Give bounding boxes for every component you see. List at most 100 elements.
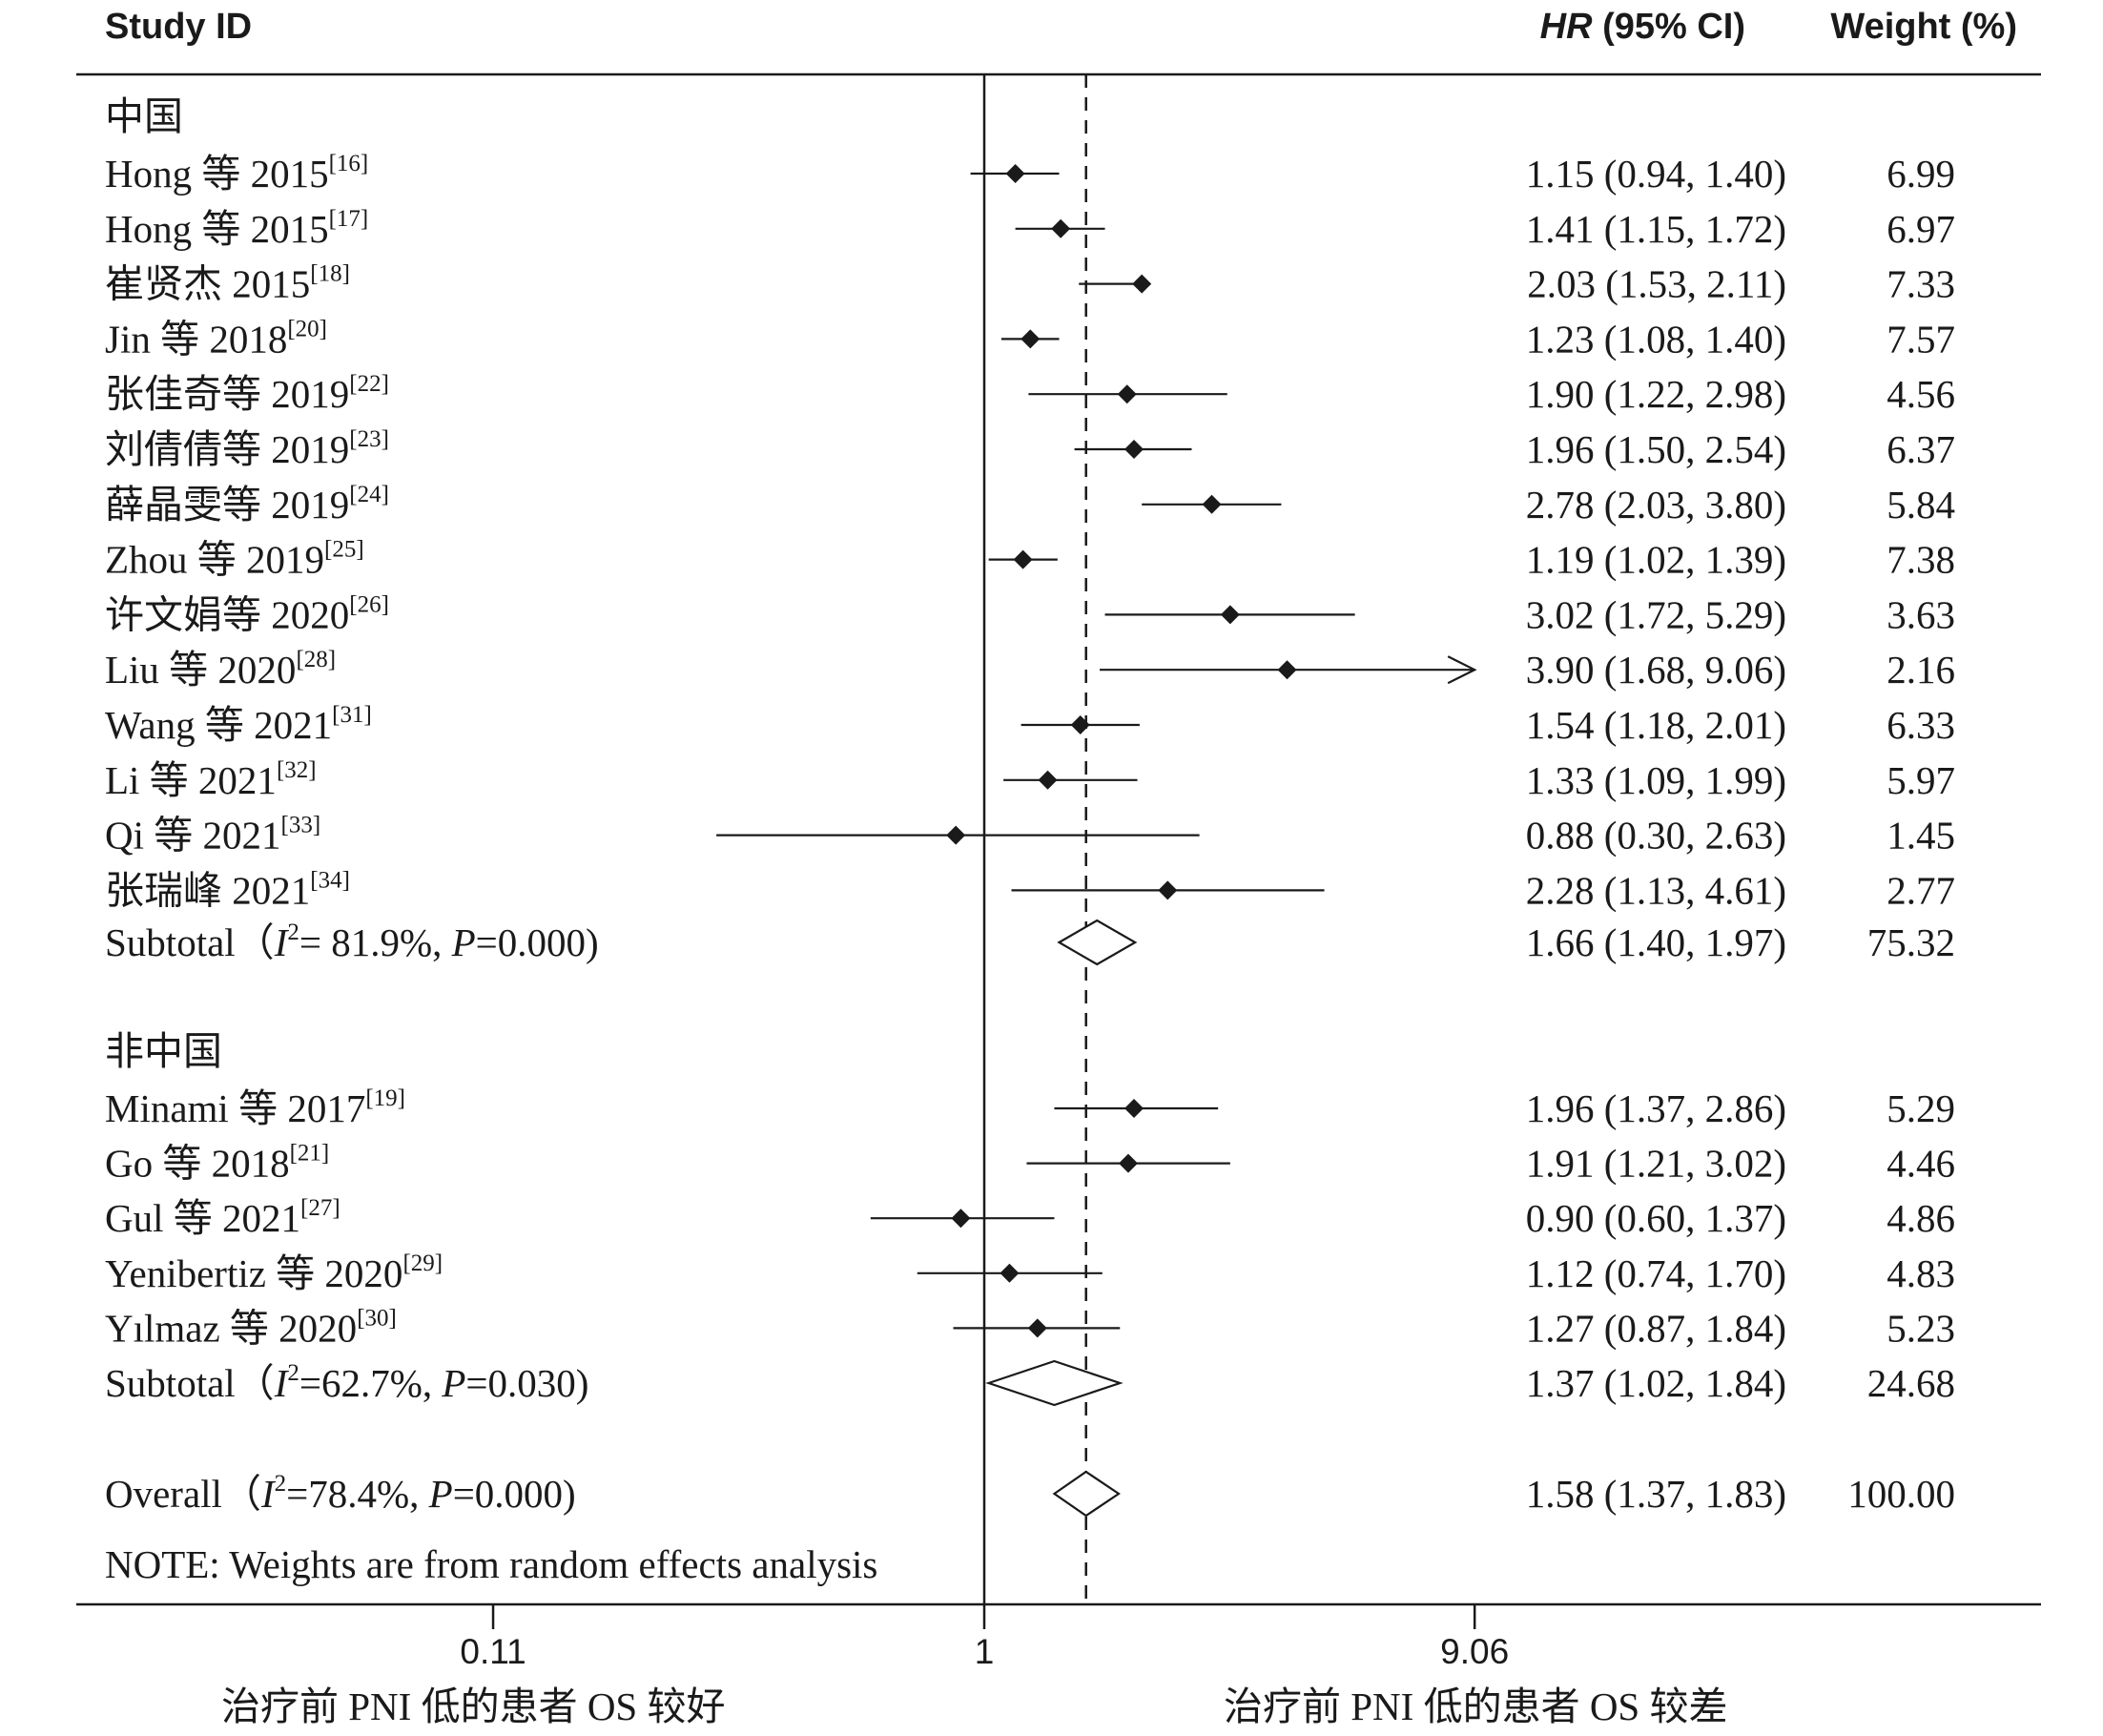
weight-value: 24.68 xyxy=(1867,1361,1955,1405)
study-label: Liu 等 2020[28] xyxy=(105,647,336,692)
hr-ci-value: 1.58 (1.37, 1.83) xyxy=(1526,1472,1786,1516)
point-estimate-marker xyxy=(1277,660,1297,680)
hr-ci-value: 2.78 (2.03, 3.80) xyxy=(1526,483,1786,527)
header-hr: HR (95% CI) xyxy=(1540,7,1745,47)
hr-ci-value: 1.37 (1.02, 1.84) xyxy=(1526,1361,1786,1405)
weight-value: 100.00 xyxy=(1847,1472,1955,1516)
point-estimate-marker xyxy=(1000,1263,1020,1283)
study-label: Qi 等 2021[33] xyxy=(105,813,320,858)
header-weight: Weight (%) xyxy=(1830,7,2017,47)
hr-ci-value: 0.88 (0.30, 2.63) xyxy=(1526,814,1786,858)
subtotal-diamond xyxy=(985,1359,1124,1407)
hr-ci-value: 1.90 (1.22, 2.98) xyxy=(1526,372,1786,416)
hr-ci-value: 1.96 (1.37, 2.86) xyxy=(1526,1086,1786,1130)
weight-value: 7.38 xyxy=(1887,538,1955,582)
axis-tick-label: 0.11 xyxy=(460,1632,526,1671)
footer-left-label: 治疗前 PNI 低的患者 OS 较好 xyxy=(221,1684,725,1728)
point-estimate-marker xyxy=(1202,494,1222,514)
point-estimate-marker xyxy=(1013,549,1033,569)
study-label: 崔贤杰 2015[18] xyxy=(105,261,350,306)
weight-value: 4.86 xyxy=(1887,1196,1955,1240)
weight-value: 6.97 xyxy=(1887,207,1955,251)
weight-value: 4.56 xyxy=(1887,372,1955,416)
axis-tick-label: 1 xyxy=(975,1632,995,1671)
axis-tick-label: 9.06 xyxy=(1440,1632,1509,1671)
study-label: Minami 等 2017[19] xyxy=(105,1085,405,1130)
hr-ci-value: 1.12 (0.74, 1.70) xyxy=(1526,1251,1786,1295)
point-estimate-marker xyxy=(1132,274,1152,294)
weight-value: 6.33 xyxy=(1887,703,1955,747)
point-estimate-marker xyxy=(1117,384,1137,404)
point-estimate-marker xyxy=(1118,1153,1138,1173)
point-estimate-marker xyxy=(1070,715,1090,734)
note-text: NOTE: Weights are from random effects an… xyxy=(105,1542,877,1586)
weight-value: 2.77 xyxy=(1887,868,1955,912)
point-estimate-marker xyxy=(1005,164,1025,183)
weight-value: 4.83 xyxy=(1887,1251,1955,1295)
weight-value: 3.63 xyxy=(1887,592,1955,636)
point-estimate-marker xyxy=(1158,880,1178,900)
hr-ci-value: 1.33 (1.09, 1.99) xyxy=(1526,758,1786,802)
point-estimate-marker xyxy=(1220,605,1240,625)
hr-ci-value: 1.27 (0.87, 1.84) xyxy=(1526,1306,1786,1350)
point-estimate-marker xyxy=(1124,440,1144,459)
weight-value: 7.57 xyxy=(1887,317,1955,361)
weight-value: 1.45 xyxy=(1887,814,1955,858)
hr-ci-value: 2.03 (1.53, 2.11) xyxy=(1527,262,1786,306)
point-estimate-marker xyxy=(1027,1318,1047,1338)
header-study-id: Study ID xyxy=(105,7,252,47)
study-label: 薛晶雯等 2019[24] xyxy=(105,482,389,527)
point-estimate-marker xyxy=(1124,1099,1144,1118)
subtotal-label: Subtotal（I2=62.7%, P=0.030) xyxy=(105,1360,588,1405)
footer-right-label: 治疗前 PNI 低的患者 OS 较差 xyxy=(1224,1684,1727,1728)
hr-ci-value: 0.90 (0.60, 1.37) xyxy=(1526,1196,1786,1240)
study-label: 张瑞峰 2021[34] xyxy=(105,867,350,912)
hr-ci-value: 1.23 (1.08, 1.40) xyxy=(1526,317,1786,361)
point-estimate-marker xyxy=(1051,218,1071,238)
weight-value: 5.97 xyxy=(1887,758,1955,802)
group-heading: 非中国 xyxy=(105,1029,222,1073)
hr-ci-value: 1.66 (1.40, 1.97) xyxy=(1526,920,1786,964)
study-label: Hong 等 2015[17] xyxy=(105,206,368,251)
hr-ci-value: 1.19 (1.02, 1.39) xyxy=(1526,538,1786,582)
weight-value: 5.23 xyxy=(1887,1306,1955,1350)
study-label: Jin 等 2018[20] xyxy=(105,316,327,361)
overall-label: Overall（I2=78.4%, P=0.000) xyxy=(105,1471,576,1516)
study-label: Go 等 2018[21] xyxy=(105,1141,329,1186)
hr-ci-value: 2.28 (1.13, 4.61) xyxy=(1526,868,1786,912)
study-label: 刘倩倩等 2019[23] xyxy=(105,426,389,471)
hr-ci-value: 1.54 (1.18, 2.01) xyxy=(1526,703,1786,747)
study-label: Hong 等 2015[16] xyxy=(105,151,368,196)
weight-value: 2.16 xyxy=(1887,648,1955,692)
hr-ci-value: 3.90 (1.68, 9.06) xyxy=(1526,648,1786,692)
subtotal-label: Subtotal（I2= 81.9%, P=0.000) xyxy=(105,920,599,964)
weight-value: 75.32 xyxy=(1867,920,1955,964)
weight-value: 4.46 xyxy=(1887,1142,1955,1186)
hr-ci-value: 1.91 (1.21, 3.02) xyxy=(1526,1142,1786,1186)
point-estimate-marker xyxy=(951,1209,971,1229)
hr-ci-value: 3.02 (1.72, 5.29) xyxy=(1526,592,1786,636)
weight-value: 6.99 xyxy=(1887,152,1955,196)
point-estimate-marker xyxy=(946,825,966,845)
subtotal-diamond xyxy=(1057,919,1138,966)
ci-arrow xyxy=(1447,655,1477,685)
study-label: Yılmaz 等 2020[30] xyxy=(105,1305,397,1350)
overall-diamond xyxy=(1052,1470,1121,1518)
weight-value: 7.33 xyxy=(1887,262,1955,306)
point-estimate-marker xyxy=(1038,770,1058,790)
group-heading: 中国 xyxy=(105,94,183,138)
study-label: Wang 等 2021[31] xyxy=(105,702,372,747)
study-label: 许文娟等 2020[26] xyxy=(105,591,389,636)
weight-value: 5.84 xyxy=(1887,483,1955,527)
hr-ci-value: 1.41 (1.15, 1.72) xyxy=(1526,207,1786,251)
weight-value: 6.37 xyxy=(1887,427,1955,471)
hr-ci-value: 1.96 (1.50, 2.54) xyxy=(1526,427,1786,471)
study-label: Gul 等 2021[27] xyxy=(105,1195,340,1240)
study-label: Zhou 等 2019[25] xyxy=(105,537,364,582)
study-label: Li 等 2021[32] xyxy=(105,757,317,802)
weight-value: 5.29 xyxy=(1887,1086,1955,1130)
hr-ci-value: 1.15 (0.94, 1.40) xyxy=(1526,152,1786,196)
study-label: 张佳奇等 2019[22] xyxy=(105,371,389,416)
point-estimate-marker xyxy=(1021,329,1041,349)
